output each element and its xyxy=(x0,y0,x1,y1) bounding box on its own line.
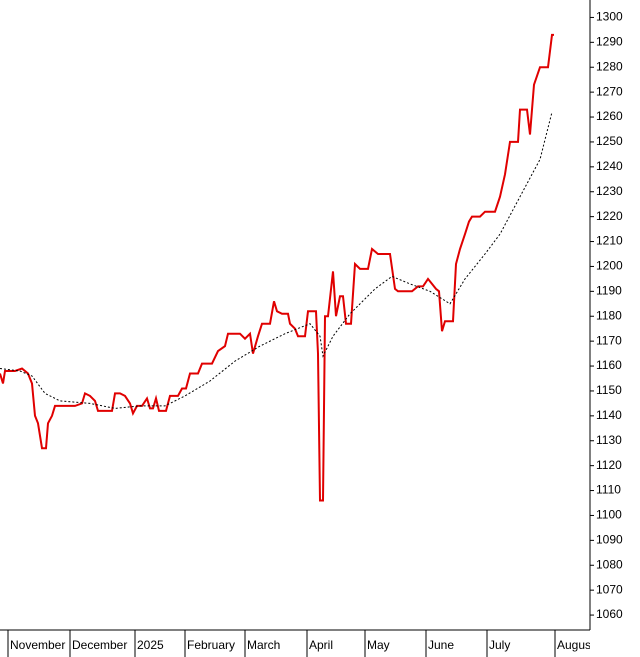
y-tick-label: 1150 xyxy=(596,383,622,397)
x-tick-label: May xyxy=(367,638,390,652)
y-tick-label: 1230 xyxy=(596,184,623,198)
y-tick-label: 1240 xyxy=(596,159,623,173)
moving-average xyxy=(0,111,553,409)
y-tick-label: 1080 xyxy=(596,557,623,571)
x-tick-label: April xyxy=(309,638,333,652)
y-tick-label: 1130 xyxy=(596,433,622,447)
y-tick-label: 1140 xyxy=(596,408,622,422)
y-tick-label: 1210 xyxy=(596,234,623,248)
y-tick-label: 1100 xyxy=(596,508,622,522)
x-tick-label: 2025 xyxy=(137,638,164,652)
y-tick-label: 1060 xyxy=(596,607,623,621)
y-tick-label: 1090 xyxy=(596,533,623,547)
y-tick-label: 1280 xyxy=(596,59,623,73)
y-tick-label: 1160 xyxy=(596,358,622,372)
x-tick-label: July xyxy=(489,638,510,652)
y-tick-label: 1180 xyxy=(596,308,622,322)
y-tick-label: 1300 xyxy=(596,10,623,24)
y-tick-label: 1260 xyxy=(596,109,623,123)
x-tick-label: February xyxy=(187,638,235,652)
x-tick-label: June xyxy=(428,638,454,652)
y-tick-label: 1220 xyxy=(596,209,623,223)
y-tick-label: 1190 xyxy=(596,284,622,298)
price-line xyxy=(0,33,554,502)
x-tick-label: March xyxy=(247,638,280,652)
x-labels: November December 2025 February March April Ma… xyxy=(10,638,591,652)
y-tick-label: 1110 xyxy=(596,483,621,497)
y-tick-label: 1070 xyxy=(596,582,623,596)
y-tick-label: 1250 xyxy=(596,134,623,148)
x-tick-label: November xyxy=(10,638,65,652)
y-tick-label: 1200 xyxy=(596,259,623,273)
y-tick-label: 1170 xyxy=(596,333,622,347)
x-tick-label: December xyxy=(72,638,127,652)
y-tick-label: 1270 xyxy=(596,84,623,98)
y-tick-label: 1290 xyxy=(596,35,623,49)
x-tick-label: Augus xyxy=(557,638,591,652)
y-tick-label: 1120 xyxy=(596,458,622,472)
